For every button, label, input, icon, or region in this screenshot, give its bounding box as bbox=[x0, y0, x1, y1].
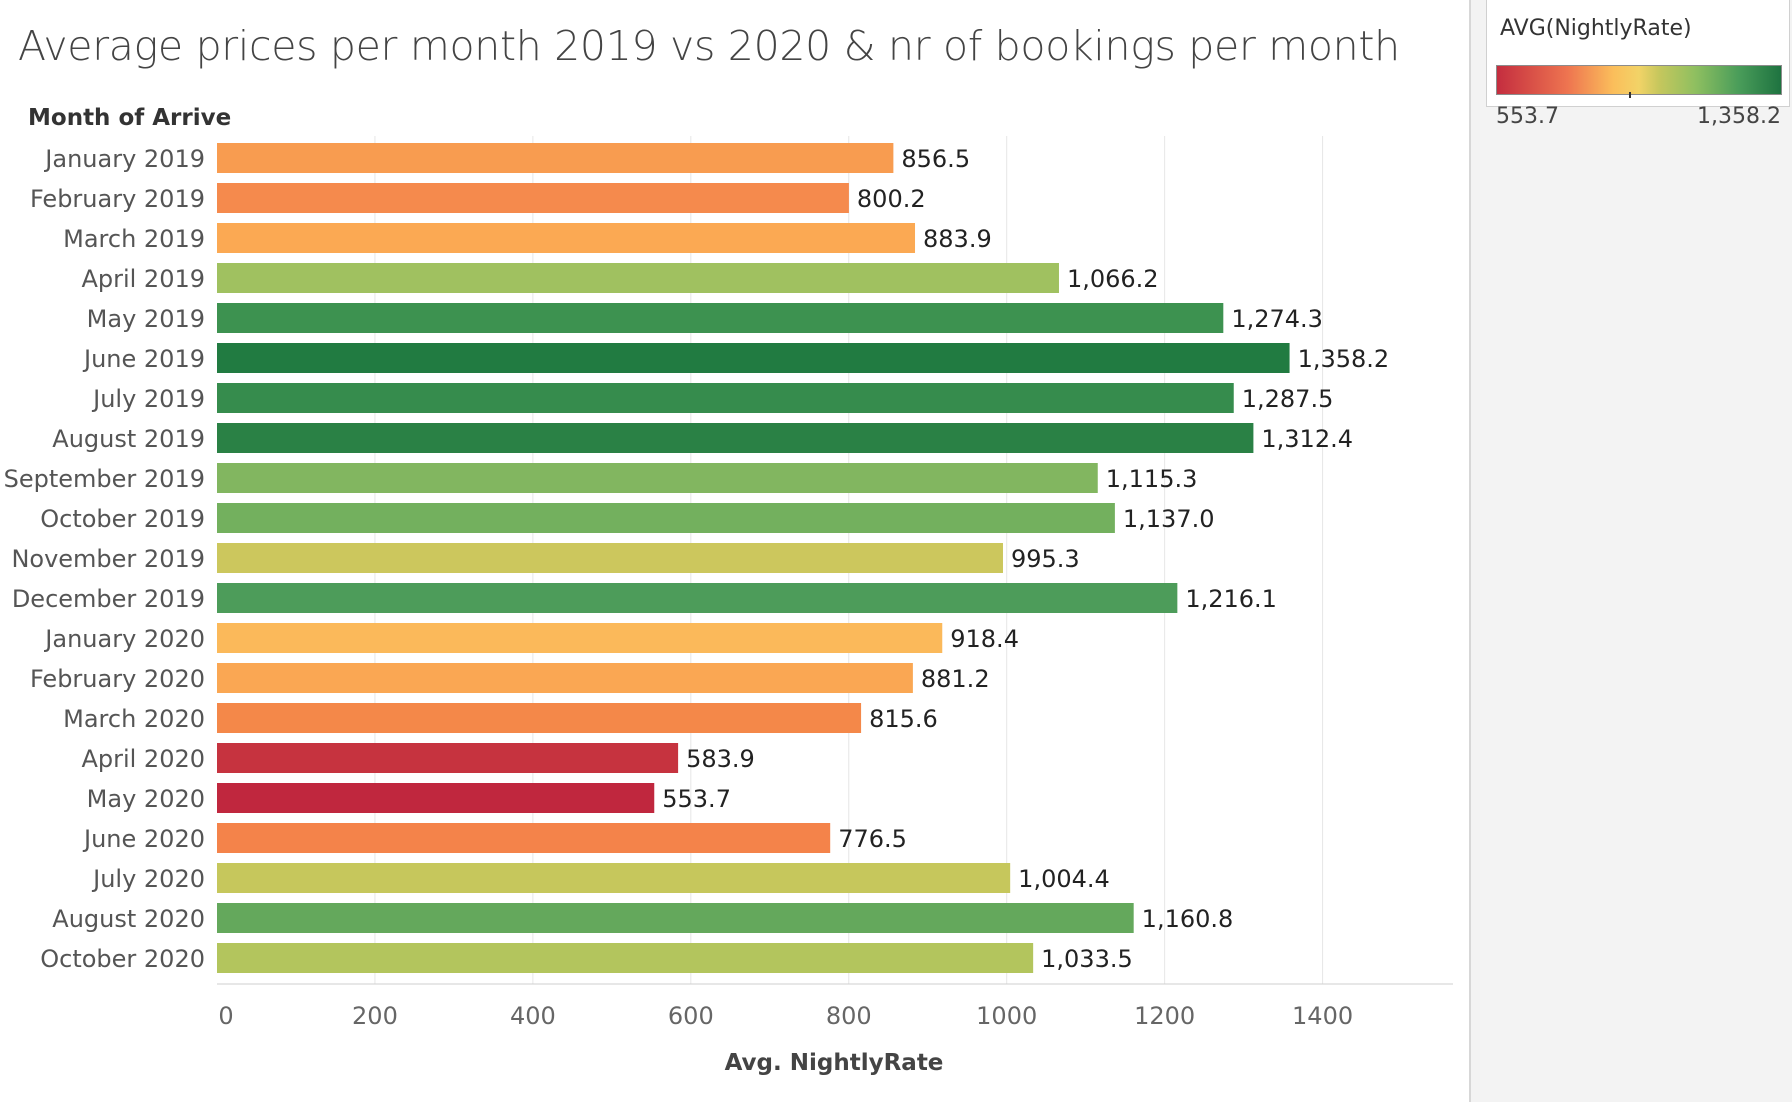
value-label: 1,160.8 bbox=[1142, 905, 1234, 933]
category-label: November 2019 bbox=[11, 545, 205, 573]
bar[interactable] bbox=[217, 623, 943, 653]
category-label: December 2019 bbox=[12, 585, 205, 613]
value-label: 856.5 bbox=[901, 145, 970, 173]
category-label: January 2020 bbox=[43, 625, 205, 653]
category-label: August 2020 bbox=[52, 905, 205, 933]
category-label: May 2020 bbox=[87, 785, 205, 813]
category-label: April 2020 bbox=[81, 745, 205, 773]
legend-color-ramp bbox=[1496, 65, 1782, 95]
bar[interactable] bbox=[217, 303, 1224, 333]
x-tick-labels: 0 200 400 600 800 1000 1200 1400 bbox=[218, 1002, 1353, 1030]
bar[interactable] bbox=[217, 503, 1115, 533]
value-label: 1,358.2 bbox=[1298, 345, 1390, 373]
category-label: March 2020 bbox=[63, 705, 205, 733]
category-label: April 2019 bbox=[81, 265, 205, 293]
bar[interactable] bbox=[217, 383, 1234, 413]
value-label: 583.9 bbox=[686, 745, 755, 773]
bar[interactable] bbox=[217, 663, 913, 693]
bar[interactable] bbox=[217, 703, 862, 733]
color-legend[interactable]: AVG(NightlyRate) 553.7 1,358.2 bbox=[1486, 0, 1790, 129]
bar[interactable] bbox=[217, 543, 1003, 573]
value-label: 1,137.0 bbox=[1123, 505, 1215, 533]
bar[interactable] bbox=[217, 743, 679, 773]
legend-panel: AVG(NightlyRate) 553.7 1,358.2 bbox=[1469, 0, 1792, 1102]
value-label: 1,004.4 bbox=[1018, 865, 1110, 893]
value-label: 881.2 bbox=[921, 665, 990, 693]
category-label: October 2019 bbox=[40, 505, 205, 533]
x-tick-label: 1200 bbox=[1134, 1002, 1195, 1030]
category-label: July 2019 bbox=[91, 385, 205, 413]
bar[interactable] bbox=[217, 863, 1011, 893]
category-label: August 2019 bbox=[52, 425, 205, 453]
bar[interactable] bbox=[217, 343, 1290, 373]
x-tick-label: 1000 bbox=[976, 1002, 1037, 1030]
category-label: January 2019 bbox=[43, 145, 205, 173]
value-label: 1,274.3 bbox=[1231, 305, 1323, 333]
value-label: 1,287.5 bbox=[1242, 385, 1334, 413]
legend-min-label: 553.7 bbox=[1496, 104, 1559, 129]
value-label: 800.2 bbox=[857, 185, 926, 213]
bar[interactable] bbox=[217, 183, 849, 213]
value-label: 553.7 bbox=[662, 785, 731, 813]
bar[interactable] bbox=[217, 423, 1254, 453]
bar[interactable] bbox=[217, 263, 1059, 293]
category-label: May 2019 bbox=[87, 305, 205, 333]
bars bbox=[217, 143, 1290, 973]
x-tick-label: 1400 bbox=[1292, 1002, 1353, 1030]
x-tick-label: 0 bbox=[218, 1002, 233, 1030]
x-tick-label: 800 bbox=[826, 1002, 872, 1030]
bar[interactable] bbox=[217, 143, 894, 173]
value-label: 1,033.5 bbox=[1041, 945, 1133, 973]
bar[interactable] bbox=[217, 823, 831, 853]
value-label: 995.3 bbox=[1011, 545, 1080, 573]
row-header: Month of Arrive bbox=[28, 105, 231, 131]
value-labels: 856.5 800.2 883.9 1,066.2 1,274.3 1,358.2 1,28… bbox=[662, 145, 1389, 973]
category-label: February 2020 bbox=[30, 665, 205, 693]
x-tick-label: 200 bbox=[352, 1002, 398, 1030]
value-label: 776.5 bbox=[838, 825, 907, 853]
bar[interactable] bbox=[217, 943, 1034, 973]
category-label: March 2019 bbox=[63, 225, 205, 253]
value-label: 883.9 bbox=[923, 225, 992, 253]
bar[interactable] bbox=[217, 463, 1098, 493]
category-label: September 2019 bbox=[4, 465, 205, 493]
value-label: 1,066.2 bbox=[1067, 265, 1159, 293]
x-axis-title: Avg. NightlyRate bbox=[725, 1050, 944, 1076]
value-label: 1,115.3 bbox=[1106, 465, 1198, 493]
category-label: February 2019 bbox=[30, 185, 205, 213]
value-label: 1,312.4 bbox=[1261, 425, 1353, 453]
legend-max-label: 1,358.2 bbox=[1697, 104, 1781, 129]
bar[interactable] bbox=[217, 783, 655, 813]
bar[interactable] bbox=[217, 223, 916, 253]
value-label: 815.6 bbox=[869, 705, 938, 733]
category-label: June 2020 bbox=[82, 825, 205, 853]
legend-title: AVG(NightlyRate) bbox=[1500, 16, 1692, 41]
category-label: June 2019 bbox=[82, 345, 205, 373]
value-label: 1,216.1 bbox=[1185, 585, 1277, 613]
legend-ramp-marker bbox=[1629, 92, 1631, 98]
category-label: October 2020 bbox=[40, 945, 205, 973]
value-label: 918.4 bbox=[950, 625, 1019, 653]
chart-title: Average prices per month 2019 vs 2020 & … bbox=[18, 22, 1400, 70]
x-tick-label: 400 bbox=[510, 1002, 556, 1030]
bar-chart-plot: January 2019 February 2019 March 2019 April… bbox=[4, 105, 1453, 1076]
category-labels: January 2019 February 2019 March 2019 April… bbox=[4, 145, 205, 973]
bar[interactable] bbox=[217, 583, 1178, 613]
category-label: July 2020 bbox=[91, 865, 205, 893]
x-tick-label: 600 bbox=[668, 1002, 714, 1030]
bar[interactable] bbox=[217, 903, 1134, 933]
